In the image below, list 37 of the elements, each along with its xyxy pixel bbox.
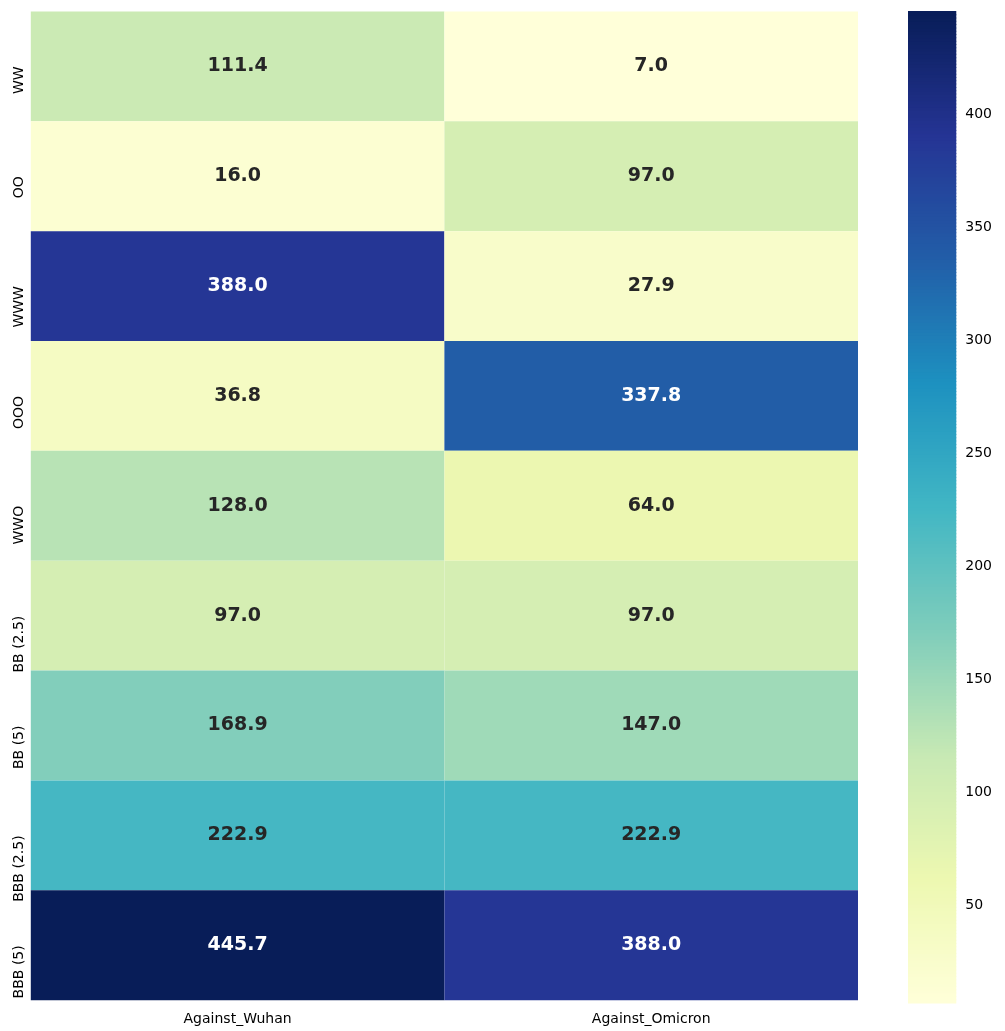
y-tick-label: WWO (10, 505, 27, 545)
data-label: 97.0 (627, 602, 675, 625)
y-tick-label: WWW (10, 285, 27, 328)
data-label: 445.7 (207, 932, 268, 955)
data-label: 97.0 (214, 602, 262, 625)
color-bar-label: 400 (965, 105, 993, 122)
data-label: 388.0 (207, 273, 268, 295)
color-bar-label: 200 (965, 557, 993, 574)
data-label: 168.9 (207, 712, 268, 735)
data-label: 128.0 (207, 492, 268, 515)
y-tick-label: BB (2.5) (10, 615, 27, 673)
data-label: 147.0 (621, 712, 682, 735)
y-tick-label: WW (10, 66, 27, 95)
y-tick-label: BB (5) (10, 725, 27, 770)
color-bar-label: 100 (965, 783, 993, 800)
color-bar-label: 50 (965, 896, 984, 913)
x-tick-label: Against_Omicron (591, 1010, 711, 1027)
y-tick-label: BBB (2.5) (10, 835, 27, 902)
data-label: 27.9 (627, 273, 675, 295)
data-label: 97.0 (627, 163, 675, 186)
y-tick-label: OOO (10, 395, 27, 429)
data-label: 36.8 (214, 382, 262, 405)
data-label: 388.0 (621, 932, 682, 955)
color-bar-label: 150 (965, 670, 993, 687)
x-tick-label: Against_Wuhan (183, 1010, 292, 1027)
data-label: 337.8 (621, 382, 682, 405)
color-bar-label: 300 (965, 331, 993, 348)
data-label: 16.0 (214, 163, 262, 186)
color-bar-label: 250 (965, 444, 993, 461)
color-bar-label: 350 (965, 218, 993, 235)
data-label: 222.9 (621, 822, 682, 845)
y-tick-label: BBB (5) (10, 945, 27, 999)
data-label: 7.0 (634, 53, 669, 76)
data-label: 222.9 (207, 822, 268, 845)
data-label: 111.4 (207, 53, 268, 76)
y-tick-label: OO (10, 176, 27, 199)
data-label: 64.0 (627, 492, 675, 515)
